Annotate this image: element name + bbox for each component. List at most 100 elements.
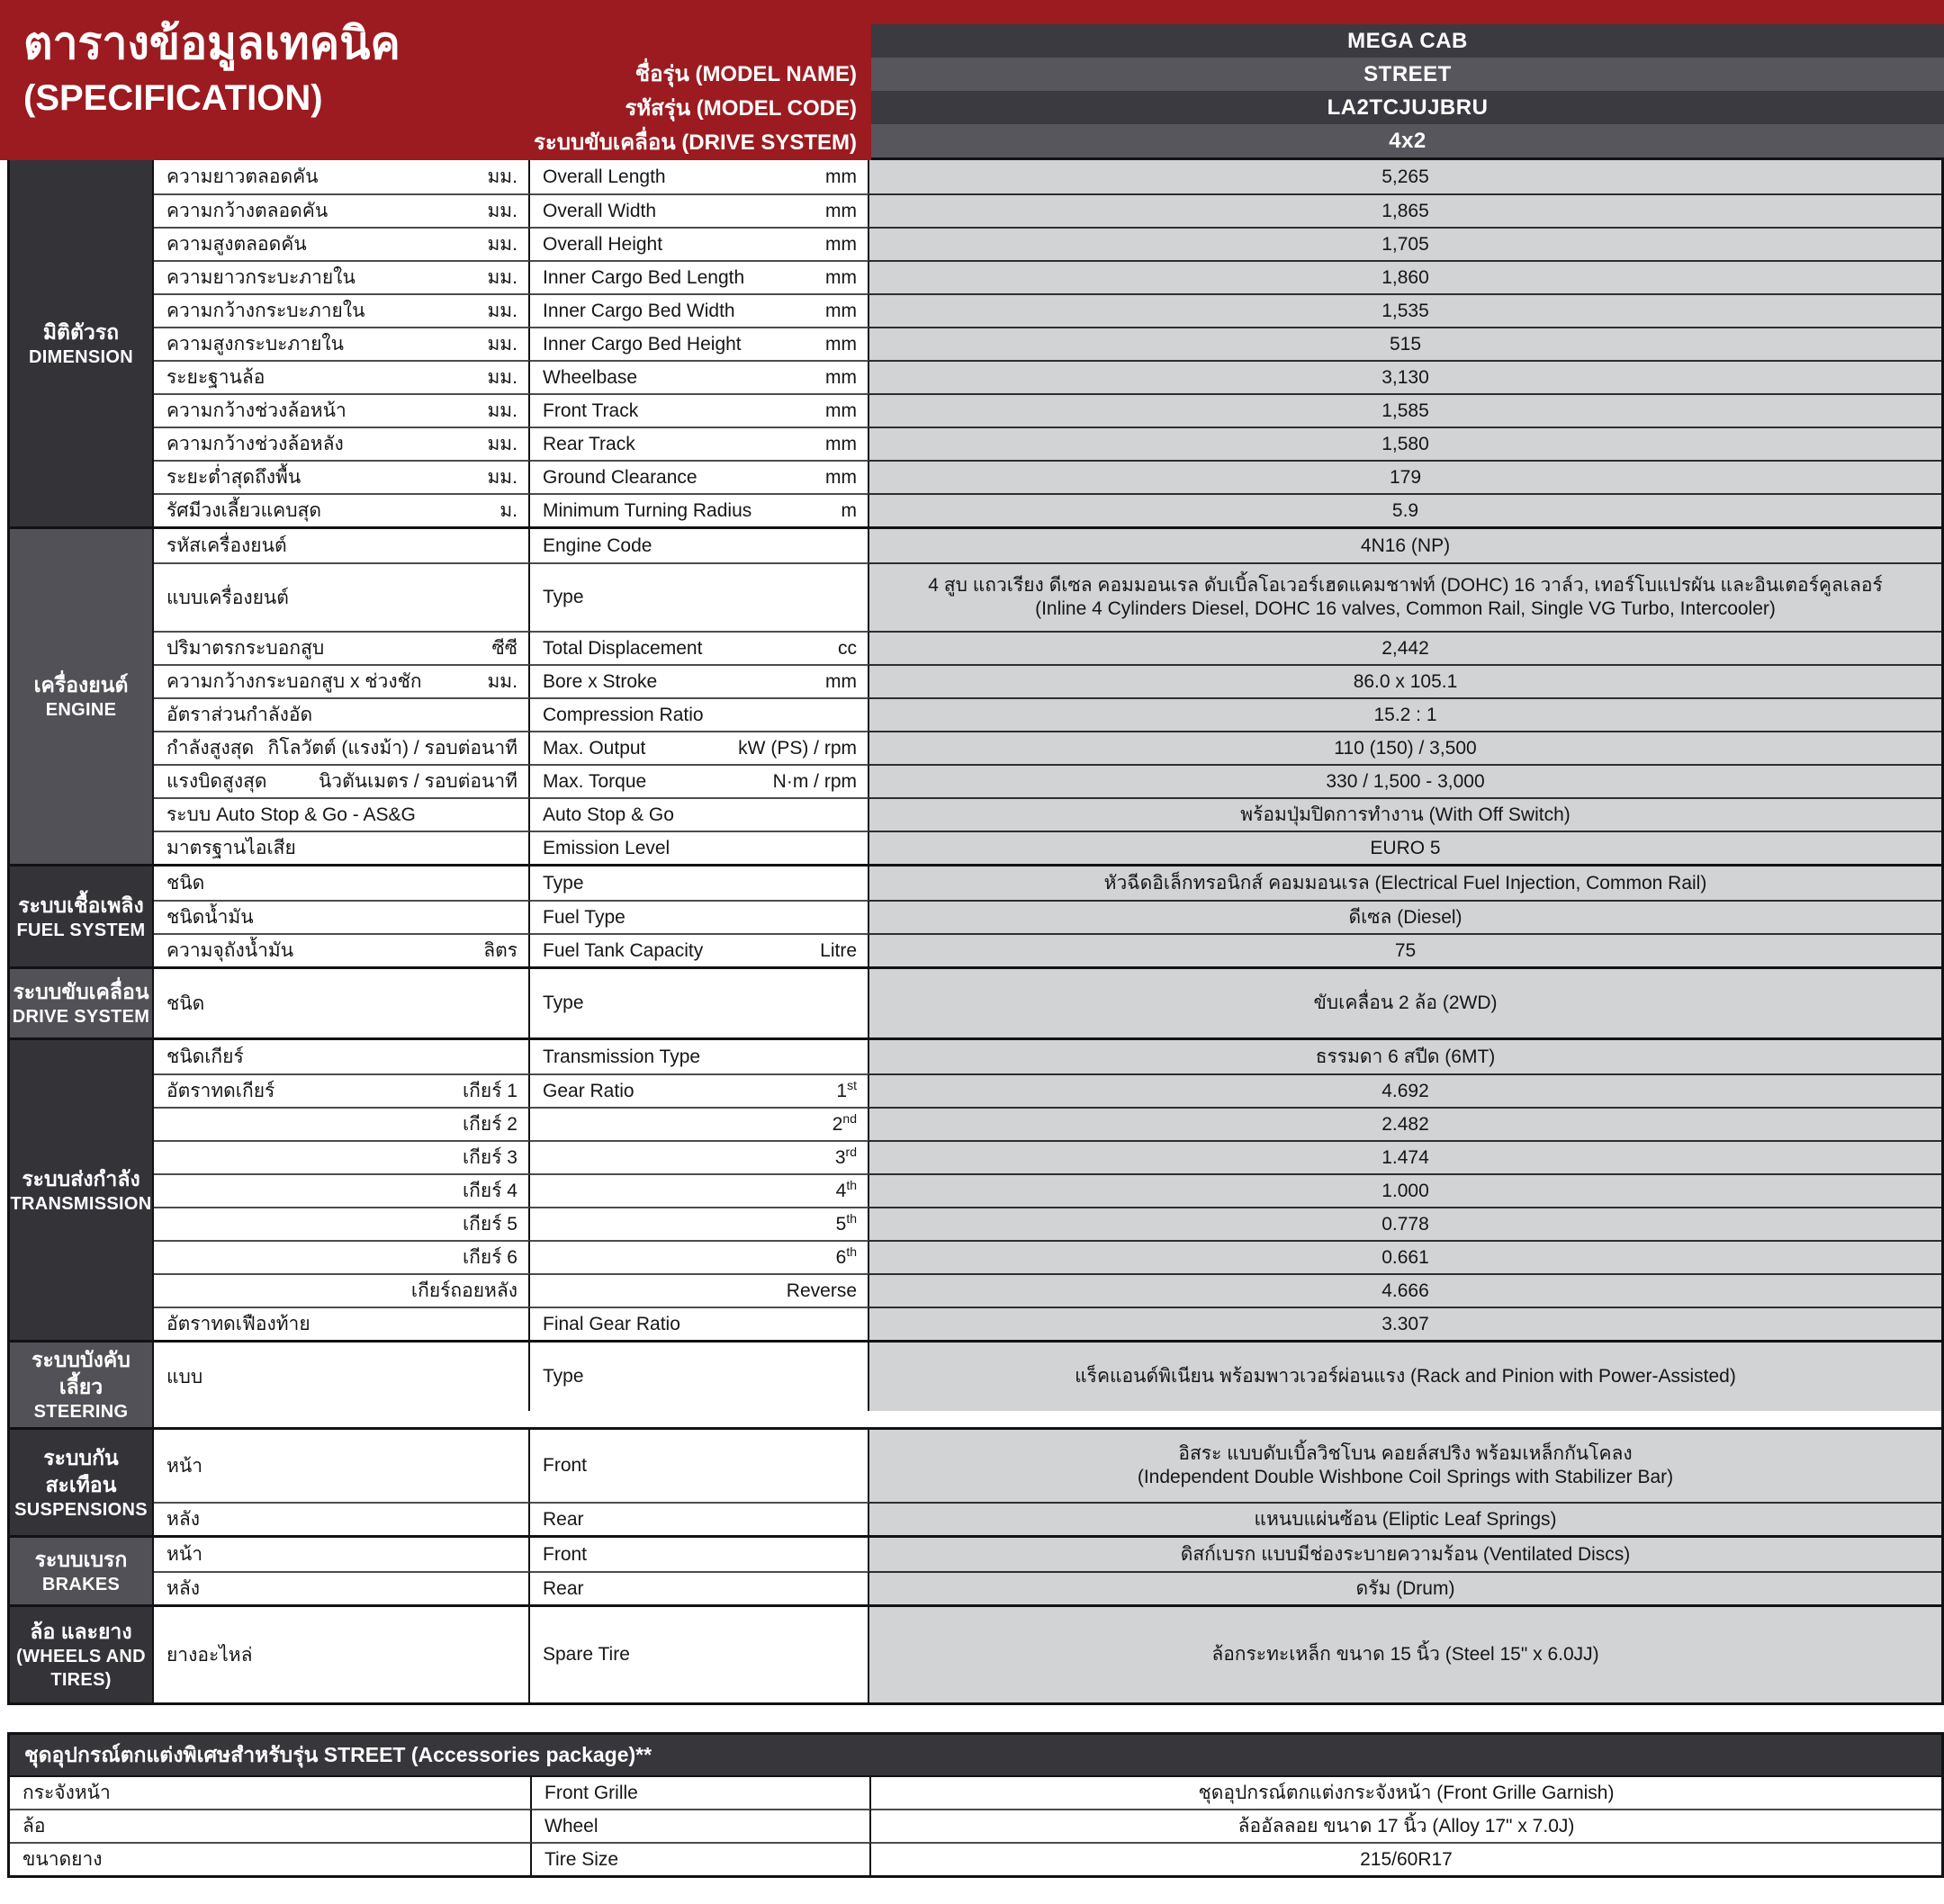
spec-value-line: 5,265 <box>1382 166 1429 187</box>
spec-label-unit: Litre <box>820 939 857 961</box>
spec-label-unit: mm <box>825 433 857 454</box>
spec-label-unit: มม. <box>487 334 518 355</box>
spec-value-line: 0.661 <box>1382 1246 1429 1268</box>
spec-label-text: หลัง <box>166 1578 200 1599</box>
section-label-eng: SUSPENSIONS <box>14 1499 148 1520</box>
spec-label-eng: Overall Length mm <box>530 160 869 193</box>
spec-label-thai: อัตราส่วนกำลังอัด <box>154 697 530 731</box>
spec-label-unit: mm <box>825 266 857 288</box>
section-fuel: ระบบเชื้อเพลิง FUEL SYSTEM ชนิด Type หัวฉีดอ… <box>10 864 1941 966</box>
spec-label-thai: หน้า <box>154 1430 530 1502</box>
spec-label-eng: Max. Torque N·m / rpm <box>530 764 869 797</box>
spec-label-thai: ความกว้างกระบะภายใน มม. <box>154 293 530 327</box>
model-header-label: รหัสรุ่น (MODEL CODE) <box>625 96 857 121</box>
spec-value-line: ล้อกระทะเหล็ก ขนาด 15 นิ้ว (Steel 15" x … <box>1211 1644 1599 1665</box>
spec-label-thai: แบบ <box>154 1343 530 1411</box>
spec-label-unit: 4th <box>835 1177 857 1201</box>
spec-value-line: แหนบแผ่นซ้อน (Eliptic Leaf Springs) <box>1254 1508 1557 1530</box>
spec-value: 110 (150) / 3,500 <box>869 731 1941 764</box>
page-title: ตารางข้อมูลเทคนิค (SPECIFICATION) <box>23 14 400 124</box>
model-header-value: STREET <box>871 58 1944 91</box>
spec-value-line: 4N16 (NP) <box>1360 534 1451 556</box>
spec-label-text: กำลังสูงสุด <box>166 738 255 759</box>
spec-value: ดิสก์เบรก แบบมีช่องระบายความร้อน (Ventil… <box>869 1538 1941 1571</box>
section-rows: ความยาวตลอดคันมม. Overall Length mm 5,265 คว… <box>154 160 1941 526</box>
spec-row: หลัง Rear แหนบแผ่นซ้อน (Eliptic Leaf Sprin… <box>154 1502 1941 1535</box>
model-header-label: ระบบขับเคลื่อน (DRIVE SYSTEM) <box>533 130 857 155</box>
spec-row: กำลังสูงสุด กิโลวัตต์ (แรงม้า) / รอบต่อนา… <box>154 731 1941 764</box>
spec-label-text: ความยาวกระบะภายใน <box>166 267 356 288</box>
spec-label-thai: เกียร์ 5 <box>154 1207 530 1240</box>
spec-label-text: Inner Cargo Bed Width <box>543 300 735 321</box>
section-label-eng: FUEL SYSTEM <box>16 920 146 940</box>
spec-row: หน้า Front อิสระ แบบดับเบิ้ลวิชโบน คอยล์สป… <box>154 1430 1941 1502</box>
spec-row: ความยาวกระบะภายใน มม. Inner Cargo Bed Leng… <box>154 260 1941 293</box>
spec-label-unit: mm <box>825 333 857 355</box>
spec-label-unit: มม. <box>487 671 518 692</box>
spec-value: 1,860 <box>869 260 1941 293</box>
spec-value-line: 0.778 <box>1382 1213 1429 1235</box>
spec-value-line: 15.2 : 1 <box>1373 704 1437 725</box>
section-engine: เครื่องยนต์ ENGINE รหัสเครื่องยนต์ Engine C… <box>10 526 1941 864</box>
spec-value-line: 2,442 <box>1382 637 1429 659</box>
spec-label-text: Compression Ratio <box>543 704 704 725</box>
spec-value: ล้อกระทะเหล็ก ขนาด 15 นิ้ว (Steel 15" x … <box>869 1607 1941 1702</box>
spec-label-unit: mm <box>825 166 857 187</box>
spec-label-text: Type <box>543 992 584 1013</box>
spec-label-text: Fuel Type <box>543 906 626 928</box>
spec-row: เกียร์ 5 5th 0.778 <box>154 1207 1941 1240</box>
spec-label-text: ความยาวตลอดคัน <box>166 166 319 187</box>
spec-value-line: (Independent Double Wishbone Coil Spring… <box>1137 1467 1674 1487</box>
spec-row: แบบเครื่องยนต์ Type 4 สูบ แถวเรียง ดีเซล ค… <box>154 562 1941 631</box>
spec-value: แหนบแผ่นซ้อน (Eliptic Leaf Springs) <box>869 1502 1941 1535</box>
spec-label-text: ระบบ Auto Stop & Go - AS&G <box>166 804 416 825</box>
spec-row: รัศมีวงเลี้ยวแคบสุด ม. Minimum Turning Rad… <box>154 493 1941 526</box>
spec-row: แบบ Type แร็คแอนด์พิเนียน พร้อมพาวเวอร์ผ่อ… <box>154 1343 1941 1411</box>
spec-value: 1,580 <box>869 427 1941 460</box>
spec-label-text: Spare Tire <box>543 1644 630 1665</box>
spec-label-unit: ม. <box>500 500 518 521</box>
spec-label-unit: 1st <box>836 1077 857 1101</box>
spec-label-eng: Overall Height mm <box>530 227 869 260</box>
spec-value-line: 330 / 1,500 - 3,000 <box>1326 770 1485 792</box>
spec-label-eng: Rear Track mm <box>530 427 869 460</box>
spec-label-text: ระยะฐานล้อ <box>166 367 266 388</box>
spec-label-thai: เกียร์ 4 <box>154 1173 530 1207</box>
spec-value-line: (Inline 4 Cylinders Diesel, DOHC 16 valv… <box>1035 598 1776 619</box>
model-header-value: LA2TCJUJBRU <box>871 91 1944 124</box>
spec-label-unit: เกียร์ 4 <box>463 1181 518 1201</box>
spec-label-thai: เกียร์ถอยหลัง <box>154 1273 530 1307</box>
spec-label-thai: มาตรฐานไอเสีย <box>154 831 530 864</box>
spec-label-thai: ความสูงตลอดคัน มม. <box>154 227 530 260</box>
spec-value: 1,535 <box>869 293 1941 327</box>
spec-value: ดีเซล (Diesel) <box>869 900 1941 933</box>
spec-label-unit: มม. <box>487 467 518 488</box>
section-label-thai: มิติตัวรถ <box>42 319 120 344</box>
spec-label-unit: มม. <box>487 434 518 454</box>
spec-label-thai: เกียร์ 3 <box>154 1140 530 1173</box>
spec-row: ความกว้างช่วงล้อหลัง มม. Rear Track mm 1,580 <box>154 427 1941 460</box>
spec-table: มิติตัวรถ DIMENSION ความยาวตลอดคันมม. Overa… <box>7 160 1944 1705</box>
spec-value: 330 / 1,500 - 3,000 <box>869 764 1941 797</box>
spec-label-text: ความกว้างกระบอกสูบ x ช่วงชัก <box>166 671 422 692</box>
accessory-row: ขนาดยาง Tire Size 215/60R17 <box>10 1842 1941 1875</box>
section-rows: หน้า Front ดิสก์เบรก แบบมีช่องระบายความร้อ… <box>154 1538 1941 1604</box>
spec-value-line: อิสระ แบบดับเบิ้ลวิชโบน คอยล์สปริง พร้อม… <box>1178 1443 1633 1464</box>
section-label-eng: STEERING <box>33 1402 129 1422</box>
spec-label-unit: mm <box>825 233 857 255</box>
spec-value-line: พร้อมปุ่มปิดการทำงาน (With Off Switch) <box>1240 804 1570 825</box>
spec-label-thai: เกียร์ 6 <box>154 1240 530 1273</box>
spec-label-thai: ระยะต่ำสุดถึงพื้น มม. <box>154 460 530 493</box>
spec-label-thai: ความยาวกระบะภายใน มม. <box>154 260 530 293</box>
section-label-eng: ENGINE <box>45 700 117 720</box>
spec-label-thai: ความกว้างช่วงล้อหน้า มม. <box>154 393 530 427</box>
accessory-label-thai: กระจังหน้า <box>10 1775 532 1809</box>
spec-value: 1.000 <box>869 1173 1941 1207</box>
section-label-eng: DIMENSION <box>28 346 134 367</box>
spec-label-eng: Total Displacement cc <box>530 631 869 664</box>
header-red-strip <box>871 0 1944 24</box>
spec-label-thai: อัตราทดเกียร์ เกียร์ 1 <box>154 1073 530 1107</box>
spec-label-text: Emission Level <box>543 837 670 858</box>
spec-value-line: ดิสก์เบรก แบบมีช่องระบายความร้อน (Ventil… <box>1180 1543 1631 1565</box>
spec-value-line: 1,865 <box>1382 200 1429 221</box>
